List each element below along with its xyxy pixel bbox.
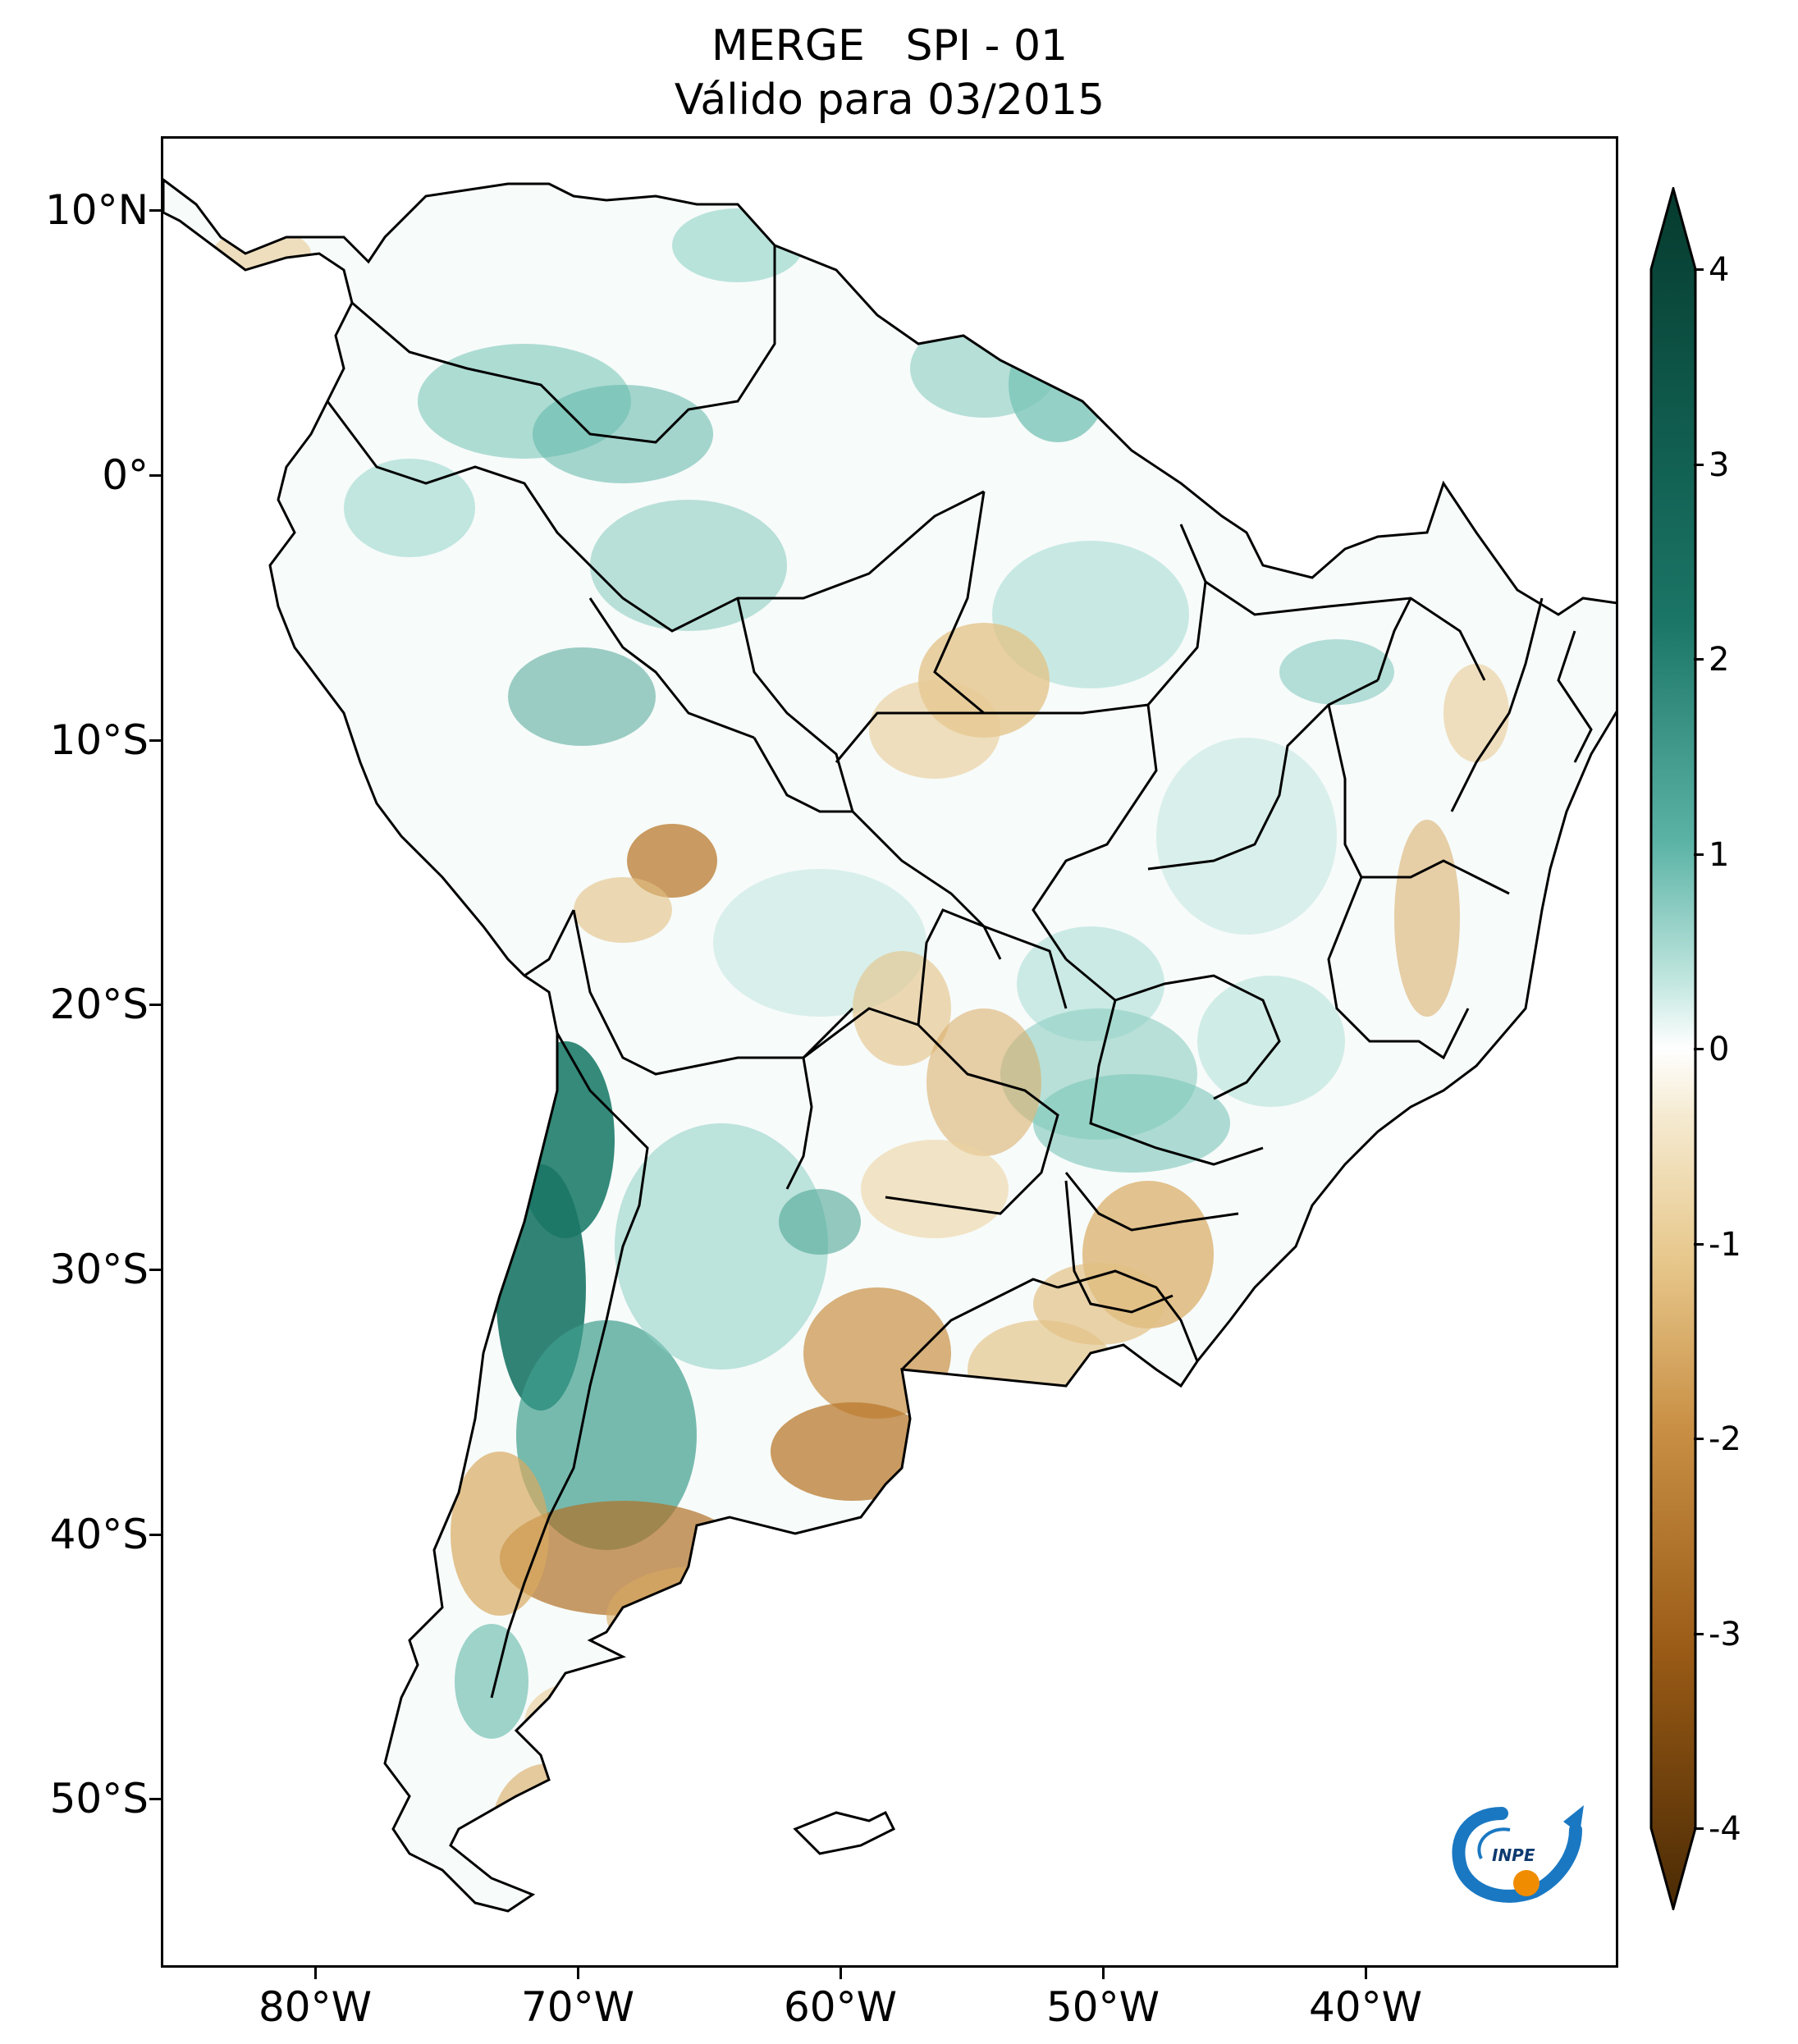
colorbar-tick	[1694, 464, 1704, 466]
lon-label-40w: 40°W	[1308, 1983, 1423, 2031]
south-america-map	[163, 178, 1616, 1913]
colorbar-label-1: 1	[1709, 836, 1730, 874]
colorbar-tick	[1694, 1048, 1704, 1050]
colorbar-tick	[1694, 268, 1704, 271]
map-area	[161, 136, 1618, 1968]
lat-label-10s: 10°S	[49, 716, 149, 764]
colorbar-tick	[1694, 1633, 1704, 1635]
map-subtitle: Válido para 03/2015	[674, 75, 1105, 125]
logo-text: INPE	[1492, 1845, 1535, 1865]
lon-tick	[1102, 1968, 1105, 1979]
lon-label-80w: 80°W	[258, 1983, 373, 2031]
lon-tick	[314, 1968, 317, 1979]
colorbar-tick	[1694, 1243, 1704, 1246]
colorbar-label-neg3: -3	[1709, 1616, 1741, 1653]
colorbar-tick	[1694, 853, 1704, 856]
lat-tick	[149, 474, 161, 477]
colorbar	[1649, 187, 1697, 1910]
lat-tick	[149, 1004, 161, 1006]
lat-tick	[149, 1269, 161, 1271]
inpe-logo: INPE	[1452, 1805, 1584, 1903]
borders	[326, 245, 1593, 1699]
colorbar-label-4: 4	[1709, 251, 1730, 289]
lon-label-60w: 60°W	[783, 1983, 898, 2031]
lon-tick	[840, 1968, 842, 1979]
lon-label-50w: 50°W	[1045, 1983, 1160, 2031]
lon-tick	[1365, 1968, 1367, 1979]
colorbar-tick	[1694, 658, 1704, 661]
colorbar-tick	[1694, 1438, 1704, 1440]
colorbar-label-neg1: -1	[1709, 1226, 1741, 1264]
colorbar-label-3: 3	[1709, 446, 1730, 484]
lat-label-30s: 30°S	[49, 1246, 149, 1293]
colorbar-tick	[1694, 1827, 1704, 1830]
lat-tick	[149, 1798, 161, 1800]
lat-tick	[149, 1534, 161, 1536]
map-title: MERGE SPI - 01	[711, 21, 1068, 71]
lat-label-20s: 20°S	[49, 981, 149, 1028]
lon-tick	[577, 1968, 579, 1979]
lat-label-40s: 40°S	[49, 1511, 149, 1558]
colorbar-label-neg4: -4	[1709, 1810, 1741, 1848]
lat-label-50s: 50°S	[49, 1775, 149, 1822]
lat-label-0: 0°	[102, 451, 149, 499]
falkland-islands	[793, 1810, 896, 1855]
colorbar-label-0: 0	[1709, 1031, 1730, 1068]
lat-tick	[149, 739, 161, 742]
lat-label-10n: 10°N	[44, 186, 149, 234]
colorbar-label-neg2: -2	[1709, 1420, 1741, 1458]
lat-tick	[149, 209, 161, 212]
lon-label-70w: 70°W	[520, 1983, 635, 2031]
colorbar-label-2: 2	[1709, 641, 1730, 679]
